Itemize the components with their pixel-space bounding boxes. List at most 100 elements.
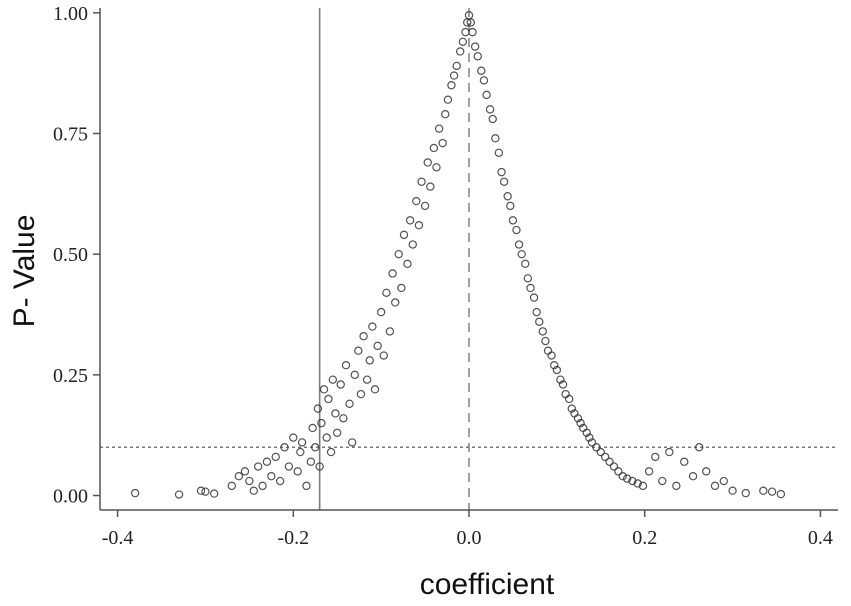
data-point: [293, 467, 302, 476]
data-point: [479, 76, 489, 85]
data-point: [280, 443, 289, 452]
data-point: [638, 481, 648, 491]
data-point: [426, 182, 435, 191]
data-point: [710, 481, 720, 491]
data-point: [556, 375, 565, 384]
data-point: [385, 327, 395, 336]
data-point: [249, 486, 258, 495]
data-point: [423, 158, 432, 167]
data-point: [614, 467, 623, 476]
data-point: [245, 476, 254, 486]
data-point: [592, 443, 601, 452]
x-tick-label: 0.0: [457, 527, 482, 549]
data-point: [322, 433, 331, 442]
data-point: [341, 360, 351, 370]
data-point: [651, 452, 660, 462]
data-point: [397, 283, 406, 293]
data-point: [694, 443, 704, 452]
data-point: [514, 240, 524, 249]
data-point: [458, 37, 468, 46]
data-point: [365, 356, 374, 365]
data-point: [417, 177, 426, 186]
data-point: [201, 487, 210, 496]
data-point: [506, 201, 515, 211]
data-point: [728, 486, 737, 495]
data-points: [130, 11, 786, 499]
data-point: [240, 467, 250, 476]
data-point: [267, 472, 276, 481]
data-point: [543, 346, 553, 355]
data-point: [512, 225, 521, 235]
y-tick-label: 0.75: [53, 124, 88, 146]
y-tick-label: 0.25: [53, 365, 88, 387]
data-point: [234, 472, 244, 481]
data-point: [174, 490, 184, 499]
data-point: [618, 472, 627, 481]
data-point: [438, 138, 447, 148]
data-point: [672, 481, 681, 491]
data-point: [345, 399, 354, 409]
data-point: [628, 476, 637, 486]
data-point: [391, 298, 400, 307]
data-point: [523, 274, 533, 283]
x-tick-label: 0.2: [632, 527, 657, 549]
data-point: [258, 481, 267, 491]
data-point: [466, 18, 475, 27]
data-point: [600, 452, 610, 462]
data-point: [196, 486, 206, 495]
data-point: [376, 307, 386, 317]
data-point: [470, 42, 480, 51]
y-tick-label: 0.50: [53, 244, 88, 266]
data-point: [315, 462, 324, 471]
data-point: [508, 216, 518, 225]
data-point: [482, 90, 491, 100]
data-point: [324, 394, 333, 404]
data-point: [284, 462, 294, 471]
data-point: [541, 336, 550, 346]
data-point: [308, 423, 317, 433]
data-point: [449, 71, 459, 80]
data-point: [535, 317, 544, 326]
data-point: [311, 443, 320, 452]
data-point: [271, 452, 280, 462]
data-point: [429, 143, 439, 153]
data-point: [468, 27, 477, 37]
data-point: [529, 293, 539, 302]
data-point: [719, 476, 728, 486]
data-point: [461, 27, 470, 37]
data-point: [521, 259, 530, 269]
data-point: [550, 360, 559, 370]
data-point: [388, 269, 397, 278]
data-point: [313, 404, 323, 413]
data-point: [326, 447, 336, 457]
data-point: [447, 81, 456, 90]
data-point: [499, 177, 509, 186]
data-point: [497, 167, 506, 177]
data-point: [702, 467, 711, 476]
data-point: [403, 259, 412, 269]
data-point: [538, 327, 548, 336]
data-point: [405, 216, 415, 225]
data-point: [441, 109, 450, 119]
data-point: [333, 428, 342, 437]
data-point: [356, 389, 366, 399]
data-point: [317, 418, 326, 428]
data-point: [573, 414, 583, 423]
data-point: [354, 346, 363, 355]
data-point: [532, 307, 541, 317]
data-point: [488, 114, 497, 124]
x-tick-label: 0.4: [808, 527, 833, 549]
data-point: [609, 462, 619, 471]
data-point: [347, 438, 357, 447]
data-point: [432, 163, 441, 172]
data-point: [262, 457, 272, 466]
data-point: [434, 124, 444, 133]
data-point: [741, 488, 750, 498]
data-point: [587, 438, 597, 447]
data-point: [227, 481, 236, 491]
data-point: [665, 447, 674, 457]
reference-lines: [100, 8, 838, 510]
data-point: [296, 447, 305, 457]
y-axis-title: P- Value: [8, 215, 41, 328]
